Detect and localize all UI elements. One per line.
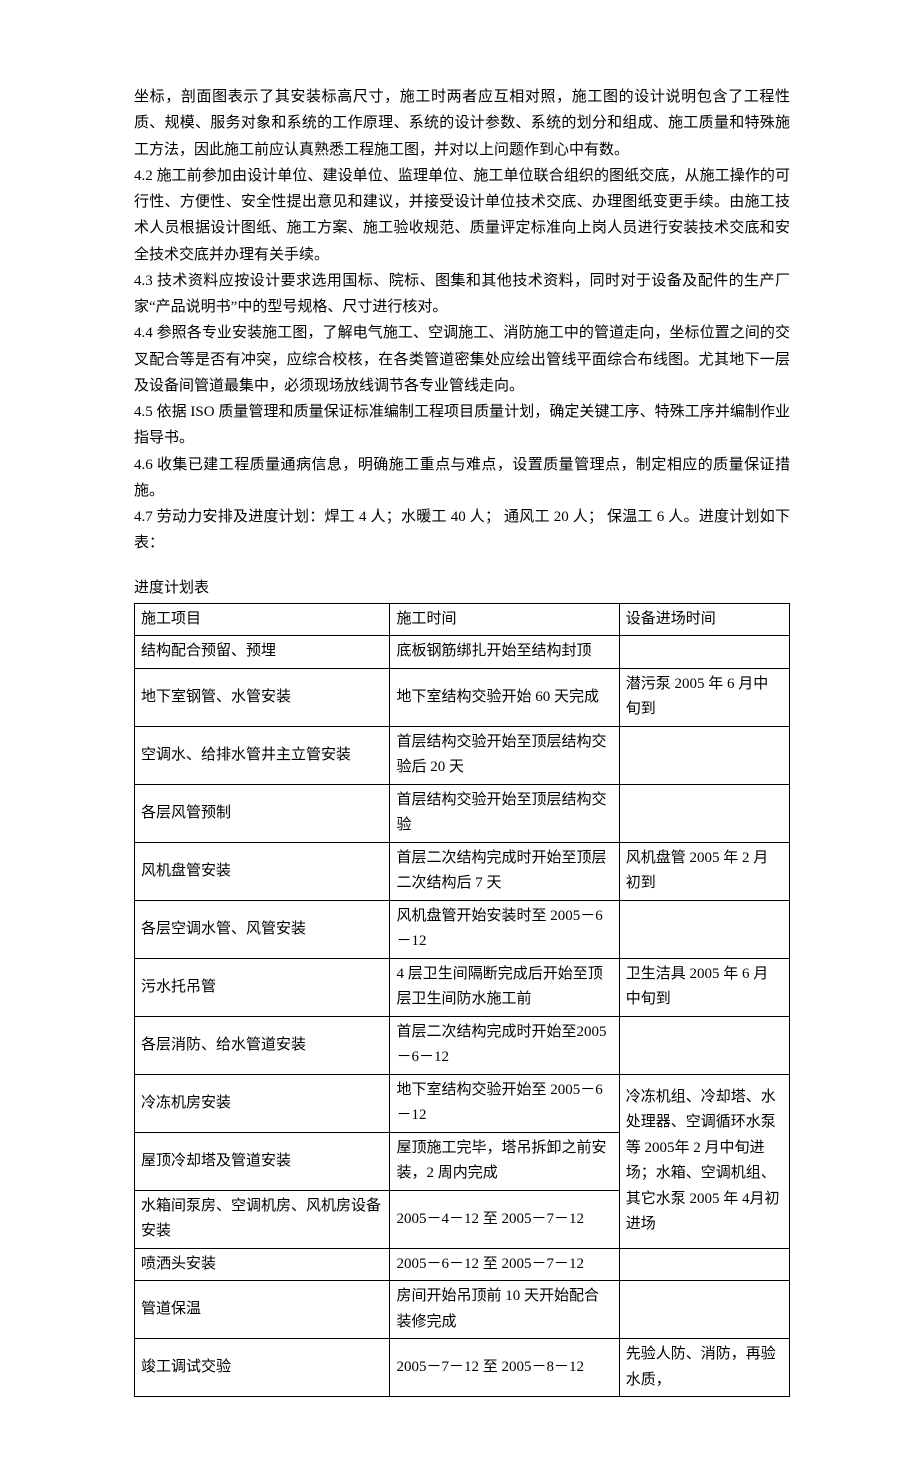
table-cell: 屋顶冷却塔及管道安装 <box>135 1132 390 1190</box>
table-cell <box>619 1248 789 1281</box>
table-cell: 结构配合预留、预埋 <box>135 636 390 669</box>
table-row: 各层消防、给水管道安装 首层二次结构完成时开始至2005－6－12 <box>135 1016 790 1074</box>
document-page: 坐标，剖面图表示了其安装标高尺寸，施工时两者应互相对照，施工图的设计说明包含了工… <box>0 0 920 1457</box>
table-cell: 喷洒头安装 <box>135 1248 390 1281</box>
table-cell: 首层结构交验开始至顶层结构交验后 20 天 <box>390 726 619 784</box>
table-cell: 水箱间泵房、空调机房、风机房设备安装 <box>135 1190 390 1248</box>
table-cell: 屋顶施工完毕，塔吊拆卸之前安装，2 周内完成 <box>390 1132 619 1190</box>
table-cell: 2005－4－12 至 2005－7－12 <box>390 1190 619 1248</box>
table-cell: 风机盘管开始安装时至 2005－6－12 <box>390 900 619 958</box>
table-cell: 卫生洁具 2005 年 6 月中旬到 <box>619 958 789 1016</box>
table-row: 冷冻机房安装 地下室结构交验开始至 2005－6－12 冷冻机组、冷却塔、水处理… <box>135 1074 790 1132</box>
paragraph: 4.5 依据 ISO 质量管理和质量保证标准编制工程项目质量计划，确定关键工序、… <box>134 399 790 452</box>
table-cell: 潜污泵 2005 年 6 月中旬到 <box>619 668 789 726</box>
table-row: 污水托吊管 4 层卫生间隔断完成后开始至顶层卫生间防水施工前 卫生洁具 2005… <box>135 958 790 1016</box>
table-row: 地下室钢管、水管安装 地下室结构交验开始 60 天完成 潜污泵 2005 年 6… <box>135 668 790 726</box>
table-cell: 首层二次结构完成时开始至顶层二次结构后 7 天 <box>390 842 619 900</box>
table-row: 空调水、给排水管井主立管安装 首层结构交验开始至顶层结构交验后 20 天 <box>135 726 790 784</box>
table-row: 风机盘管安装 首层二次结构完成时开始至顶层二次结构后 7 天 风机盘管 2005… <box>135 842 790 900</box>
table-cell <box>619 1281 789 1339</box>
table-cell <box>619 784 789 842</box>
table-row: 喷洒头安装 2005－6－12 至 2005－7－12 <box>135 1248 790 1281</box>
table-cell-merged: 冷冻机组、冷却塔、水处理器、空调循环水泵等 2005年 2 月中旬进场；水箱、空… <box>619 1074 789 1248</box>
paragraph: 坐标，剖面图表示了其安装标高尺寸，施工时两者应互相对照，施工图的设计说明包含了工… <box>134 84 790 163</box>
table-row: 各层风管预制 首层结构交验开始至顶层结构交验 <box>135 784 790 842</box>
table-cell: 各层风管预制 <box>135 784 390 842</box>
table-cell: 首层结构交验开始至顶层结构交验 <box>390 784 619 842</box>
table-cell: 2005－6－12 至 2005－7－12 <box>390 1248 619 1281</box>
table-cell: 底板钢筋绑扎开始至结构封顶 <box>390 636 619 669</box>
table-cell: 地下室结构交验开始 60 天完成 <box>390 668 619 726</box>
table-cell: 污水托吊管 <box>135 958 390 1016</box>
table-cell: 4 层卫生间隔断完成后开始至顶层卫生间防水施工前 <box>390 958 619 1016</box>
table-cell: 风机盘管安装 <box>135 842 390 900</box>
table-cell <box>619 636 789 669</box>
paragraph: 4.4 参照各专业安装施工图，了解电气施工、空调施工、消防施工中的管道走向，坐标… <box>134 320 790 399</box>
table-cell: 地下室结构交验开始至 2005－6－12 <box>390 1074 619 1132</box>
table-row: 各层空调水管、风管安装 风机盘管开始安装时至 2005－6－12 <box>135 900 790 958</box>
table-cell: 首层二次结构完成时开始至2005－6－12 <box>390 1016 619 1074</box>
paragraph: 4.2 施工前参加由设计单位、建设单位、监理单位、施工单位联合组织的图纸交底，从… <box>134 163 790 268</box>
schedule-table: 施工项目 施工时间 设备进场时间 结构配合预留、预埋 底板钢筋绑扎开始至结构封顶… <box>134 603 790 1398</box>
table-cell: 空调水、给排水管井主立管安装 <box>135 726 390 784</box>
table-cell <box>619 1016 789 1074</box>
table-cell: 房间开始吊顶前 10 天开始配合装修完成 <box>390 1281 619 1339</box>
table-cell <box>619 726 789 784</box>
table-cell: 2005－7－12 至 2005－8－12 <box>390 1339 619 1397</box>
table-caption: 进度计划表 <box>134 575 790 601</box>
paragraph: 4.7 劳动力安排及进度计划：焊工 4 人；水暖工 40 人； 通风工 20 人… <box>134 504 790 557</box>
table-cell: 竣工调试交验 <box>135 1339 390 1397</box>
table-row: 竣工调试交验 2005－7－12 至 2005－8－12 先验人防、消防，再验水… <box>135 1339 790 1397</box>
table-row: 结构配合预留、预埋 底板钢筋绑扎开始至结构封顶 <box>135 636 790 669</box>
table-header-cell: 设备进场时间 <box>619 603 789 636</box>
table-cell: 管道保温 <box>135 1281 390 1339</box>
table-cell: 各层消防、给水管道安装 <box>135 1016 390 1074</box>
paragraph: 4.6 收集已建工程质量通病信息，明确施工重点与难点，设置质量管理点，制定相应的… <box>134 452 790 505</box>
table-cell <box>619 900 789 958</box>
table-cell: 各层空调水管、风管安装 <box>135 900 390 958</box>
table-header-row: 施工项目 施工时间 设备进场时间 <box>135 603 790 636</box>
paragraph: 4.3 技术资料应按设计要求选用国标、院标、图集和其他技术资料，同时对于设备及配… <box>134 268 790 321</box>
table-cell: 风机盘管 2005 年 2 月初到 <box>619 842 789 900</box>
table-header-cell: 施工项目 <box>135 603 390 636</box>
table-cell: 地下室钢管、水管安装 <box>135 668 390 726</box>
table-cell: 先验人防、消防，再验水质， <box>619 1339 789 1397</box>
table-header-cell: 施工时间 <box>390 603 619 636</box>
table-row: 管道保温 房间开始吊顶前 10 天开始配合装修完成 <box>135 1281 790 1339</box>
table-cell: 冷冻机房安装 <box>135 1074 390 1132</box>
